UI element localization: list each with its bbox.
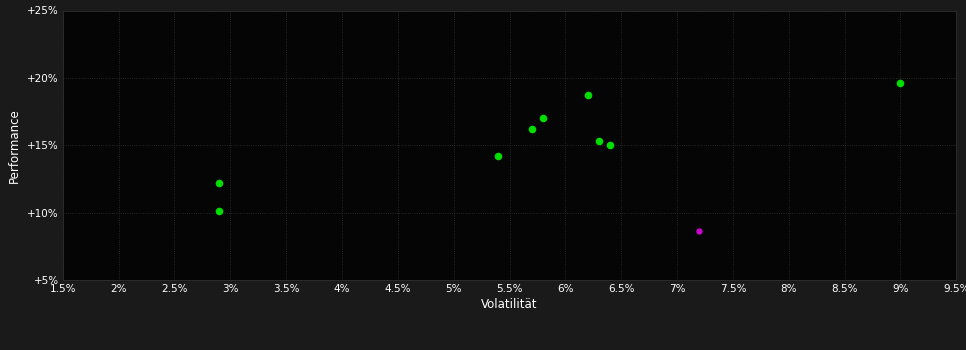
X-axis label: Volatilität: Volatilität xyxy=(481,298,538,312)
Y-axis label: Performance: Performance xyxy=(9,108,21,183)
Point xyxy=(580,93,595,98)
Point xyxy=(212,209,227,214)
Point xyxy=(525,126,540,132)
Point xyxy=(212,180,227,186)
Point xyxy=(603,142,618,148)
Point xyxy=(591,138,607,144)
Point xyxy=(491,153,506,159)
Point xyxy=(535,116,551,121)
Point xyxy=(692,229,707,234)
Point xyxy=(893,80,908,86)
